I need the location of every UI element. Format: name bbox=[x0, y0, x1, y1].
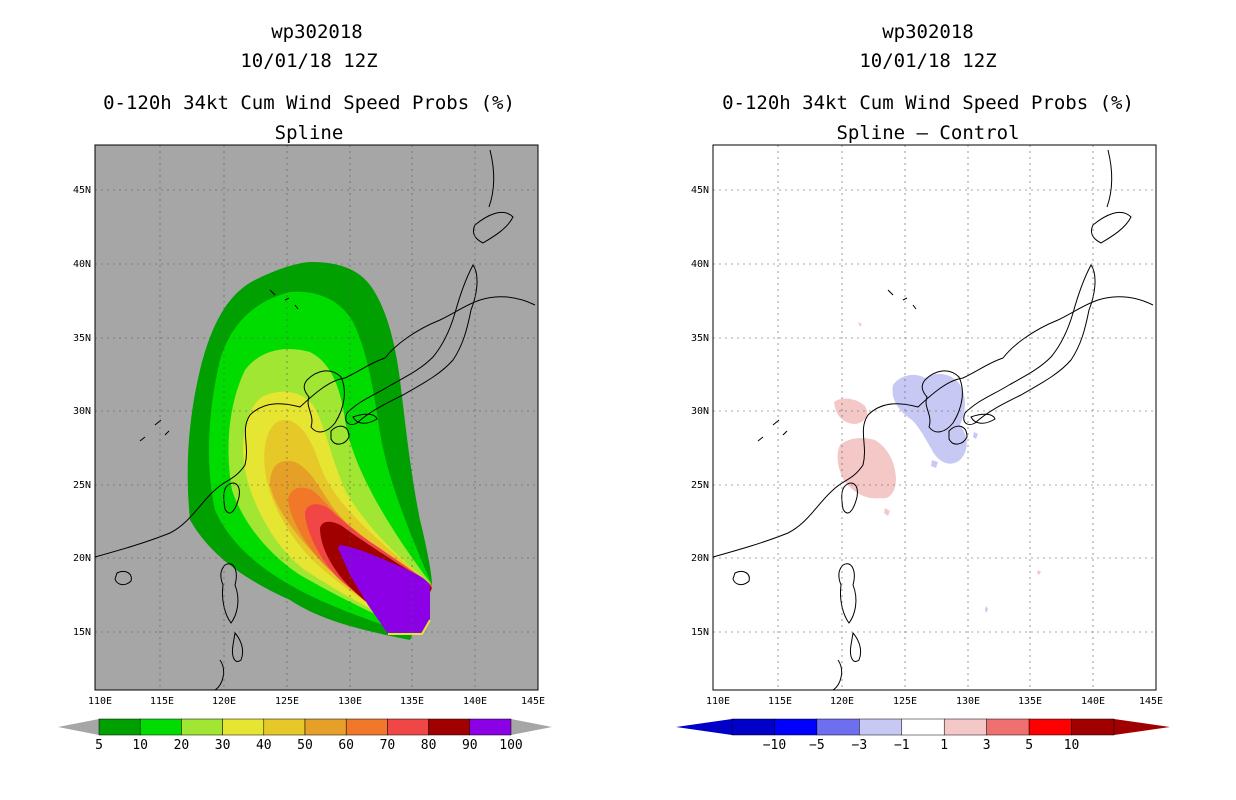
left-panel: wp302018 10/01/18 12Z 0-120h 34kt Cum Wi… bbox=[58, 21, 552, 753]
right-colorbar-label-2: −3 bbox=[852, 738, 868, 753]
left-colorbar-swatch-8 bbox=[428, 718, 471, 736]
right-title: 0-120h 34kt Cum Wind Speed Probs (%) bbox=[722, 92, 1134, 114]
right-xtick-130e: 130E bbox=[956, 696, 980, 707]
left-gridlines bbox=[95, 145, 538, 690]
right-colorbar-swatch-1 bbox=[774, 718, 818, 736]
right-colorbar-label-4: 1 bbox=[940, 738, 948, 753]
right-ytick-25n: 25N bbox=[691, 480, 709, 491]
right-colorbar-label-5: 3 bbox=[983, 738, 991, 753]
right-xtick-120e: 120E bbox=[830, 696, 854, 707]
right-plot-frame bbox=[712, 144, 1157, 691]
left-colorbar-swatch-4 bbox=[263, 718, 306, 736]
right-colorbar-swatch-0 bbox=[731, 718, 775, 736]
left-ytick-30n: 30N bbox=[73, 406, 91, 417]
left-colorbar-arrow-high bbox=[511, 719, 552, 735]
left-colorbar-swatch-0 bbox=[98, 718, 141, 736]
right-colorbar-swatch-8 bbox=[1071, 718, 1115, 736]
left-colorbar-label-7: 70 bbox=[380, 738, 396, 753]
left-colorbar-label-0: 5 bbox=[95, 738, 103, 753]
left-title: 0-120h 34kt Cum Wind Speed Probs (%) bbox=[103, 92, 515, 114]
right-ytick-45n: 45N bbox=[691, 185, 709, 196]
left-xtick-125e: 125E bbox=[275, 696, 299, 707]
left-date: 10/01/18 12Z bbox=[240, 50, 377, 72]
left-plot-frame bbox=[94, 144, 539, 691]
right-ytick-20n: 20N bbox=[691, 553, 709, 564]
right-colorbar-arrow-high bbox=[1114, 719, 1170, 735]
right-colorbar: −10 −5 −3 −1 1 3 5 10 bbox=[676, 718, 1170, 753]
left-ytick-45n: 45N bbox=[73, 185, 91, 196]
left-colorbar-label-4: 40 bbox=[256, 738, 272, 753]
diff-positive-dot bbox=[884, 508, 890, 516]
diff-positive-dot-3 bbox=[858, 322, 862, 327]
left-colorbar-swatch-1 bbox=[139, 718, 182, 736]
right-panel: wp302018 10/01/18 12Z 0-120h 34kt Cum Wi… bbox=[676, 21, 1170, 753]
right-colorbar-label-3: −1 bbox=[894, 738, 910, 753]
left-colorbar-label-5: 50 bbox=[297, 738, 313, 753]
left-ytick-40n: 40N bbox=[73, 259, 91, 270]
right-storm-id: wp302018 bbox=[882, 21, 974, 43]
left-colorbar-arrow-low bbox=[58, 719, 99, 735]
left-ytick-15n: 15N bbox=[73, 627, 91, 638]
right-axis-labels: 45N 40N 35N 30N 25N 20N 15N 110E 115E 12… bbox=[691, 185, 1163, 707]
left-colorbar-label-9: 90 bbox=[462, 738, 478, 753]
right-colorbar-arrow-low bbox=[676, 719, 732, 735]
right-date: 10/01/18 12Z bbox=[859, 50, 996, 72]
left-subtitle: Spline bbox=[275, 122, 344, 144]
diff-negative-dot-3 bbox=[985, 606, 988, 613]
right-colorbar-label-1: −5 bbox=[809, 738, 825, 753]
right-ytick-30n: 30N bbox=[691, 406, 709, 417]
left-colorbar-swatch-7 bbox=[387, 718, 429, 736]
right-xtick-125e: 125E bbox=[893, 696, 917, 707]
prob-band-90 bbox=[338, 545, 430, 634]
left-ytick-20n: 20N bbox=[73, 553, 91, 564]
right-xtick-135e: 135E bbox=[1018, 696, 1042, 707]
right-xtick-110e: 110E bbox=[706, 696, 730, 707]
right-gridlines bbox=[713, 145, 1156, 690]
prob-band-100-edge bbox=[388, 619, 431, 635]
left-xtick-140e: 140E bbox=[463, 696, 487, 707]
right-subtitle: Spline – Control bbox=[836, 122, 1019, 144]
left-xtick-130e: 130E bbox=[338, 696, 362, 707]
left-colorbar-swatch-9 bbox=[469, 718, 512, 736]
left-colorbar-label-6: 60 bbox=[338, 738, 354, 753]
left-colorbar: 5 10 20 30 40 50 60 70 80 90 100 bbox=[58, 718, 552, 753]
right-colorbar-label-6: 5 bbox=[1025, 738, 1033, 753]
left-storm-id: wp302018 bbox=[271, 21, 363, 43]
right-xtick-115e: 115E bbox=[768, 696, 792, 707]
left-colorbar-swatch-3 bbox=[222, 718, 265, 736]
left-colorbar-label-1: 10 bbox=[132, 738, 148, 753]
right-colorbar-swatch-2 bbox=[816, 718, 860, 736]
left-colorbar-swatch-5 bbox=[304, 718, 347, 736]
right-xtick-140e: 140E bbox=[1081, 696, 1105, 707]
left-colorbar-swatch-6 bbox=[345, 718, 388, 736]
right-ytick-35n: 35N bbox=[691, 333, 709, 344]
left-colorbar-label-8: 80 bbox=[421, 738, 437, 753]
left-ytick-25n: 25N bbox=[73, 480, 91, 491]
left-xtick-115e: 115E bbox=[150, 696, 174, 707]
right-colorbar-label-0: −10 bbox=[763, 738, 786, 753]
diff-negative-dot-2 bbox=[973, 432, 978, 439]
left-colorbar-label-2: 20 bbox=[174, 738, 190, 753]
left-xtick-110e: 110E bbox=[88, 696, 112, 707]
right-colorbar-swatch-4 bbox=[901, 718, 945, 736]
left-colorbar-swatch-2 bbox=[181, 718, 223, 736]
left-colorbar-label-3: 30 bbox=[215, 738, 231, 753]
left-xtick-120e: 120E bbox=[212, 696, 236, 707]
right-ytick-40n: 40N bbox=[691, 259, 709, 270]
left-axis-labels: 45N 40N 35N 30N 25N 20N 15N 110E 115E 12… bbox=[73, 185, 545, 707]
right-ytick-15n: 15N bbox=[691, 627, 709, 638]
right-colorbar-swatch-3 bbox=[859, 718, 903, 736]
left-colorbar-label-10: 100 bbox=[499, 738, 522, 753]
right-colorbar-swatch-6 bbox=[986, 718, 1030, 736]
right-xtick-145e: 145E bbox=[1139, 696, 1163, 707]
right-colorbar-swatch-7 bbox=[1028, 718, 1072, 736]
right-colorbar-label-7: 10 bbox=[1064, 738, 1080, 753]
left-xtick-145e: 145E bbox=[521, 696, 545, 707]
left-ytick-35n: 35N bbox=[73, 333, 91, 344]
right-colorbar-swatch-5 bbox=[943, 718, 987, 736]
diff-negative-dot bbox=[931, 460, 938, 468]
left-xtick-135e: 135E bbox=[400, 696, 424, 707]
diff-positive-dot-2 bbox=[1037, 570, 1041, 575]
